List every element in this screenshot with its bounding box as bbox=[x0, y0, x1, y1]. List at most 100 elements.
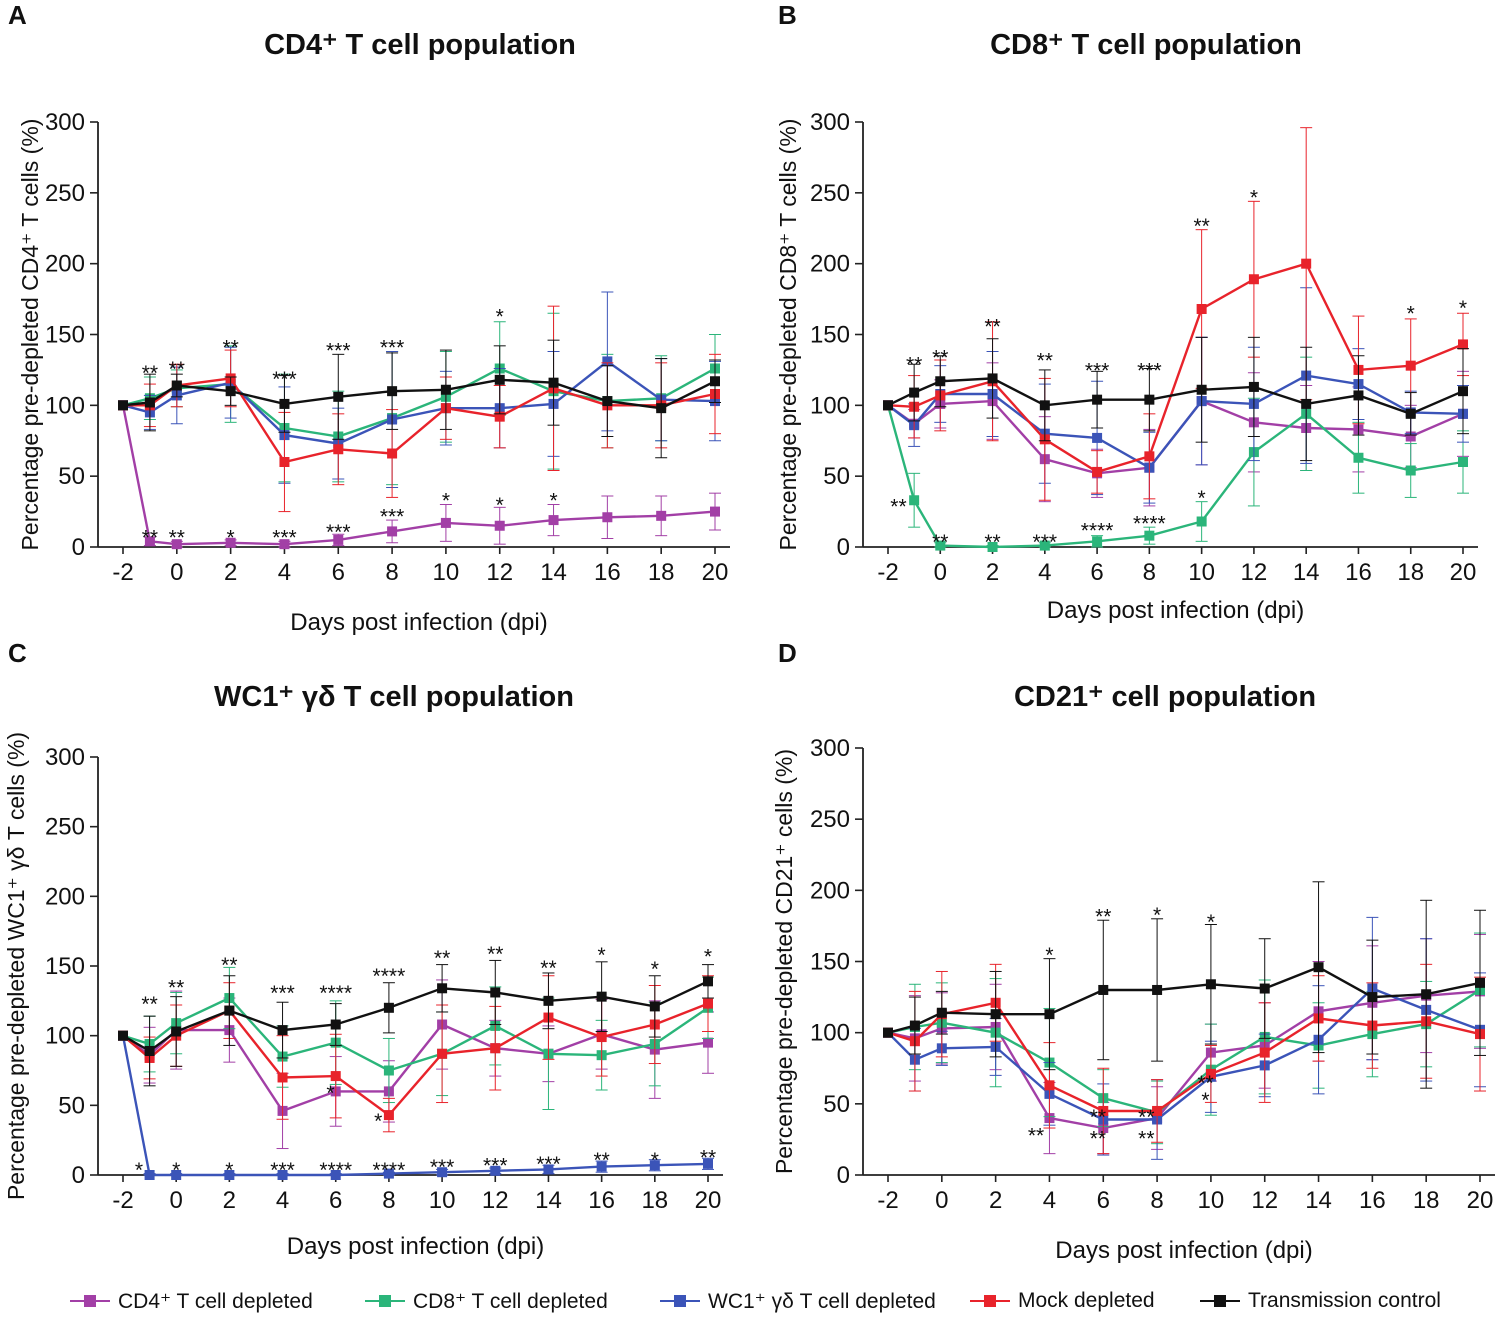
x-tick-label: 4 bbox=[278, 559, 291, 586]
data-point bbox=[1367, 992, 1378, 1003]
significance-annotation: * bbox=[1153, 904, 1161, 927]
x-tick-label: -2 bbox=[112, 559, 133, 586]
data-point bbox=[1475, 977, 1485, 988]
data-point bbox=[1458, 339, 1468, 350]
data-point bbox=[330, 1170, 341, 1180]
data-point bbox=[710, 506, 720, 517]
significance-annotation: * bbox=[496, 306, 504, 329]
series-line bbox=[887, 988, 1481, 1114]
series-line bbox=[122, 1023, 709, 1113]
x-tick-label: 18 bbox=[648, 559, 675, 586]
data-point bbox=[909, 1020, 920, 1031]
series-cd8-t-cell-depleted bbox=[118, 312, 721, 486]
significance-annotation: ** bbox=[906, 354, 922, 377]
series-line bbox=[887, 990, 1481, 1130]
data-point bbox=[1152, 984, 1163, 995]
chart-title: WC1⁺ γδ T cell population bbox=[214, 681, 574, 713]
y-tick-label: 50 bbox=[58, 1092, 85, 1119]
data-point bbox=[277, 1072, 288, 1083]
series-mock-depleted bbox=[883, 963, 1486, 1155]
y-tick-label: 300 bbox=[810, 109, 850, 136]
significance-annotation: *** bbox=[1137, 359, 1162, 382]
legend-label: WC1⁺ γδ T cell depleted bbox=[708, 1289, 936, 1313]
significance-annotation: **** bbox=[319, 1159, 352, 1182]
x-tick-label: 14 bbox=[1305, 1187, 1332, 1214]
significance-annotation: * bbox=[225, 1159, 233, 1182]
data-point bbox=[649, 1160, 660, 1171]
data-point bbox=[1092, 466, 1103, 477]
significance-annotation: * bbox=[1250, 187, 1258, 210]
panel-letter: C bbox=[8, 638, 27, 668]
significance-annotation: ** bbox=[434, 947, 450, 970]
panel-letter: A bbox=[8, 0, 27, 30]
data-point bbox=[144, 397, 155, 408]
data-point bbox=[1144, 530, 1155, 541]
significance-annotation: ** bbox=[142, 362, 158, 385]
data-point bbox=[703, 1037, 713, 1048]
series-line bbox=[887, 262, 1464, 474]
legend-swatch bbox=[365, 1293, 405, 1309]
y-tick-label: 50 bbox=[823, 1091, 850, 1118]
data-point bbox=[1196, 516, 1207, 527]
y-tick-label: 50 bbox=[58, 463, 85, 490]
significance-annotation: * bbox=[1207, 911, 1215, 934]
significance-annotation: ** bbox=[141, 993, 157, 1016]
significance-annotation: ** bbox=[932, 347, 948, 370]
significance-annotation: **** bbox=[1133, 512, 1166, 535]
chart-title: CD4⁺ T cell population bbox=[264, 29, 576, 61]
data-point bbox=[909, 495, 920, 506]
significance-annotation: * bbox=[1407, 303, 1415, 326]
data-point bbox=[703, 976, 713, 987]
significance-annotation: *** bbox=[272, 527, 297, 550]
significance-annotation: ** bbox=[168, 976, 184, 999]
y-tick-label: 0 bbox=[72, 534, 85, 561]
significance-annotation: ** bbox=[1090, 1106, 1106, 1129]
x-tick-label: 12 bbox=[482, 1187, 509, 1214]
data-point bbox=[1353, 452, 1364, 463]
data-point bbox=[602, 356, 613, 367]
x-tick-label: 0 bbox=[170, 1187, 183, 1214]
data-point bbox=[144, 1170, 155, 1180]
significance-annotation: * bbox=[1201, 1089, 1209, 1112]
data-point bbox=[333, 444, 344, 455]
data-point bbox=[118, 1030, 128, 1041]
legend-swatch bbox=[970, 1293, 1010, 1309]
legend-label: Mock depleted bbox=[1018, 1289, 1155, 1312]
data-point bbox=[494, 374, 505, 385]
series-mock-depleted bbox=[118, 305, 721, 513]
significance-annotation: ** bbox=[700, 1146, 716, 1169]
data-point bbox=[277, 1025, 288, 1036]
x-tick-label: 12 bbox=[1251, 1187, 1278, 1214]
data-point bbox=[387, 448, 398, 459]
data-point bbox=[383, 1110, 394, 1121]
data-point bbox=[1313, 962, 1324, 973]
data-point bbox=[990, 1009, 1001, 1020]
x-tick-label: 20 bbox=[702, 559, 729, 586]
data-point bbox=[1044, 1009, 1055, 1020]
x-tick-label: 10 bbox=[429, 1187, 456, 1214]
significance-annotation: *** bbox=[430, 1156, 455, 1179]
significance-annotation: ** bbox=[221, 954, 237, 977]
significance-annotation: ** bbox=[890, 495, 906, 518]
data-point bbox=[1144, 394, 1155, 405]
x-tick-label: 18 bbox=[1397, 559, 1424, 586]
data-point bbox=[1458, 386, 1468, 397]
data-point bbox=[543, 995, 554, 1006]
data-point bbox=[1259, 983, 1270, 994]
significance-annotation: *** bbox=[483, 1155, 508, 1178]
x-tick-label: 4 bbox=[1038, 559, 1051, 586]
significance-annotation: * bbox=[1198, 487, 1206, 510]
data-point bbox=[1039, 540, 1050, 551]
significance-annotation: ** bbox=[169, 358, 185, 381]
data-point bbox=[224, 1005, 235, 1016]
x-tick-label: 6 bbox=[1097, 1187, 1110, 1214]
x-axis-label: Days post infection (dpi) bbox=[1047, 597, 1304, 624]
legend-item-cd4-depleted: CD4⁺ T cell depleted bbox=[70, 1286, 313, 1316]
data-point bbox=[703, 998, 713, 1009]
data-point bbox=[602, 512, 613, 523]
data-point bbox=[279, 398, 290, 409]
significance-annotation: *** bbox=[380, 505, 405, 528]
data-point bbox=[440, 384, 451, 395]
